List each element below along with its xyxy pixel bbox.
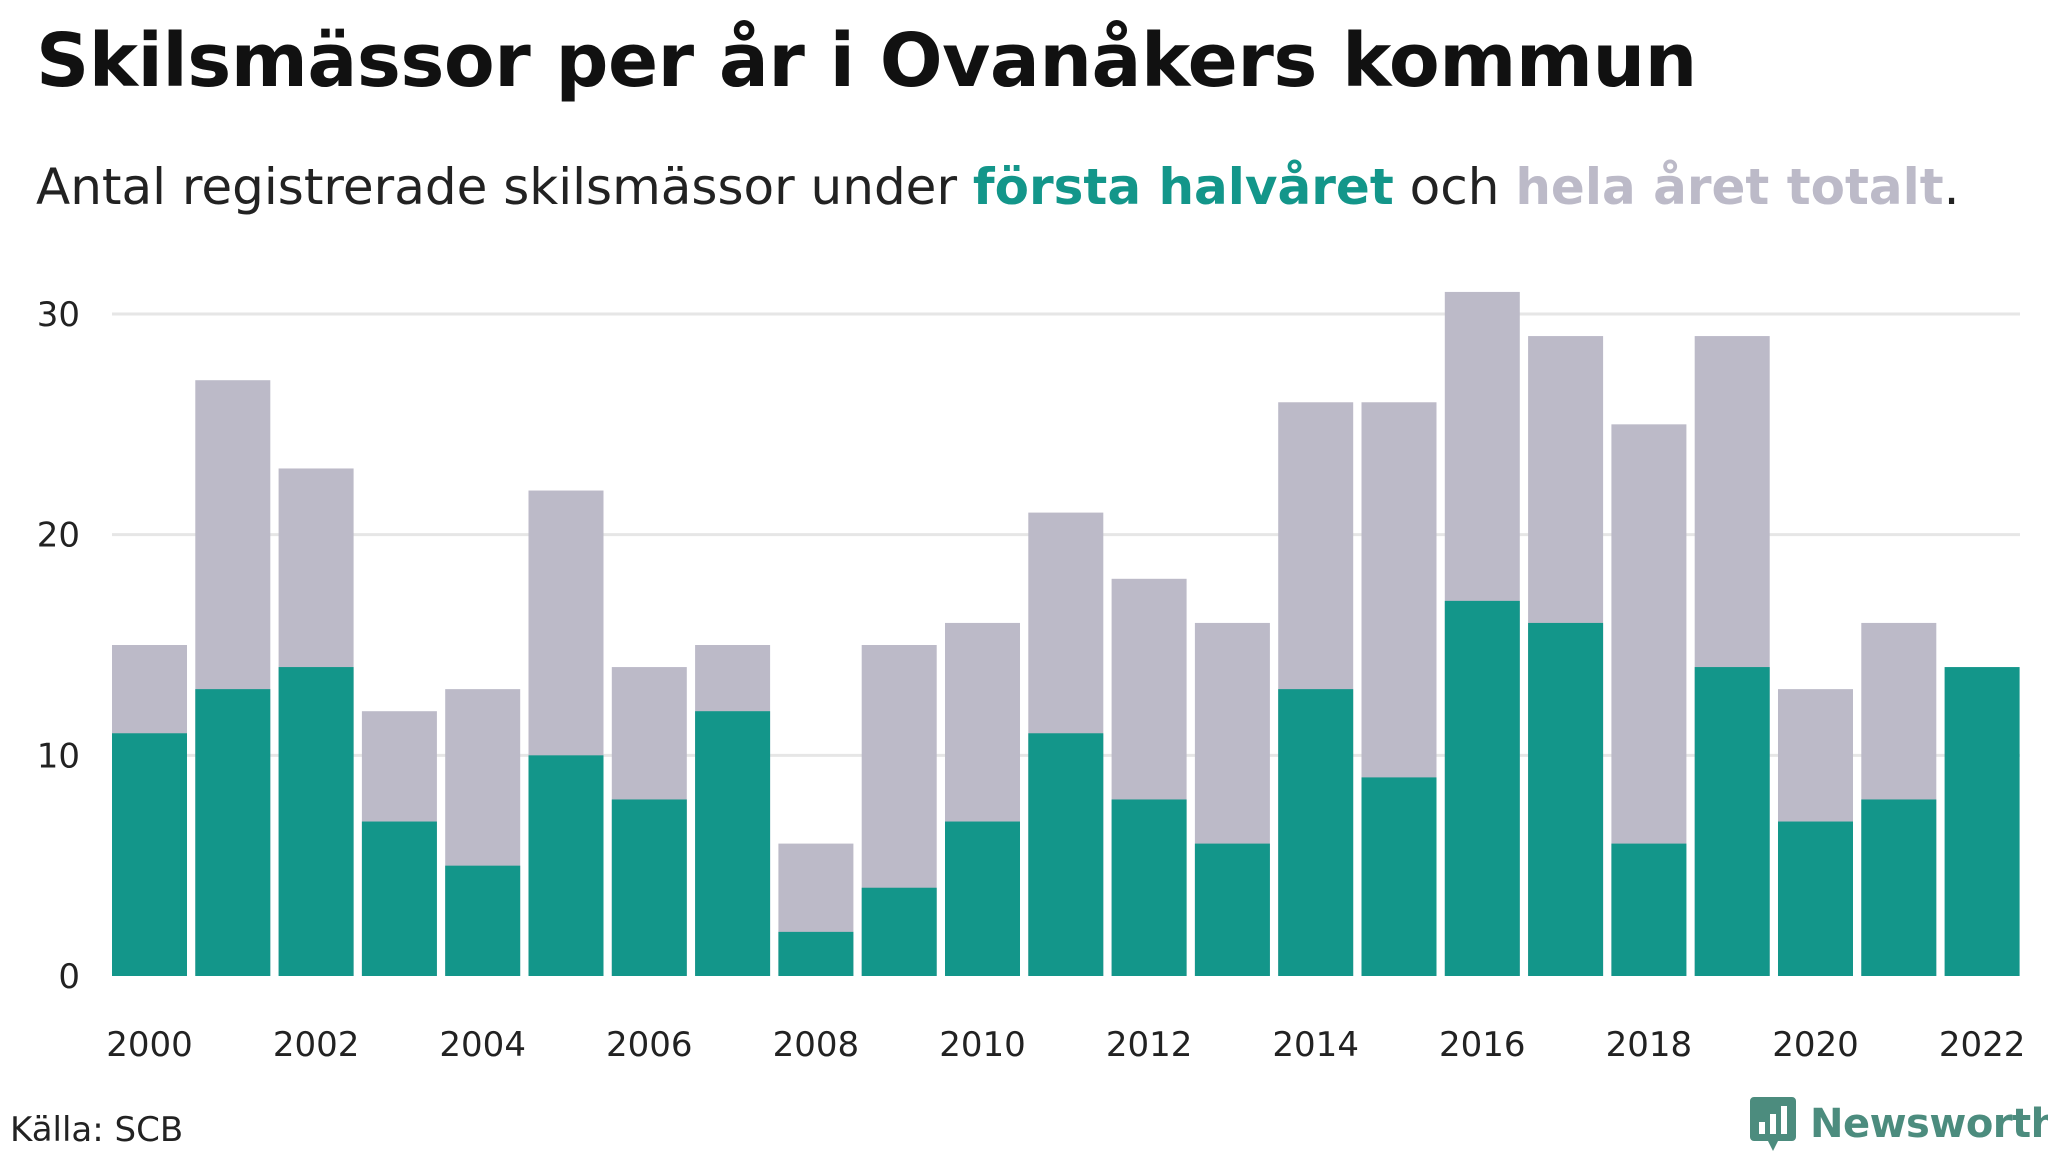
- y-tick-label: 10: [37, 736, 80, 776]
- x-axis-ticks: 2000 2002 2004 2006 2008 2010 2012 2014 2016 2018…: [106, 1025, 2025, 1065]
- bar-first-half-2001: [195, 689, 271, 976]
- y-tick-label: 0: [58, 957, 80, 997]
- bar-first-half-2009: [861, 887, 937, 976]
- bar-first-half-2018: [1611, 843, 1687, 976]
- x-tick-label: 2022: [1939, 1025, 2026, 1065]
- bar-first-half-2002: [278, 667, 354, 976]
- bar-first-half-2019: [1694, 667, 1770, 976]
- bar-first-half-2007: [695, 711, 771, 976]
- x-tick-label: 2020: [1772, 1025, 1859, 1065]
- bar-first-half-2014: [1278, 689, 1354, 976]
- subtitle-highlight-full-year: hela året totalt: [1515, 158, 1944, 216]
- brand-logo: Newsworthy: [1748, 1095, 2048, 1153]
- x-tick-label: 2012: [1106, 1025, 1193, 1065]
- x-tick-label: 2006: [606, 1025, 693, 1065]
- source-credit: Källa: SCB: [10, 1110, 184, 1150]
- bar-first-half-2016: [1444, 600, 1520, 976]
- x-tick-label: 2002: [273, 1025, 360, 1065]
- bar-first-half-2021: [1861, 799, 1937, 976]
- bar-first-half-2006: [611, 799, 687, 976]
- x-tick-label: 2014: [1272, 1025, 1359, 1065]
- subtitle-suffix: .: [1943, 158, 1960, 216]
- bar-first-half-2005: [528, 755, 604, 976]
- subtitle-prefix: Antal registrerade skilsmässor under: [36, 158, 973, 216]
- x-tick-label: 2016: [1439, 1025, 1526, 1065]
- subtitle-highlight-first-half: första halvåret: [972, 158, 1394, 216]
- bar-chart: 0 10 20 30 2000 2002 2004 2006 2008 2010 2012 2014…: [37, 291, 2025, 1065]
- y-tick-label: 20: [37, 516, 80, 556]
- bar-first-half-2015: [1361, 777, 1437, 976]
- x-tick-label: 2008: [773, 1025, 860, 1065]
- bar-first-half-2012: [1111, 799, 1187, 976]
- first-half-bars: [112, 600, 2020, 976]
- bar-first-half-2020: [1778, 821, 1853, 976]
- y-tick-label: 30: [37, 295, 80, 335]
- bar-first-half-2003: [361, 821, 437, 976]
- bar-chart-speech-bubble-icon: [1750, 1097, 1796, 1151]
- subtitle-mid: och: [1393, 158, 1516, 216]
- x-tick-label: 2010: [939, 1025, 1026, 1065]
- brand-name: Newsworthy: [1810, 1101, 2048, 1147]
- y-axis-ticks: 0 10 20 30: [37, 295, 80, 997]
- bar-first-half-2000: [112, 733, 187, 976]
- x-tick-label: 2018: [1606, 1025, 1693, 1065]
- bar-first-half-2010: [945, 821, 1020, 976]
- bar-first-half-2011: [1028, 733, 1104, 976]
- bar-first-half-2022: [1944, 667, 2020, 976]
- chart-subtitle: Antal registrerade skilsmässor under för…: [36, 158, 1960, 216]
- bar-first-half-2017: [1528, 622, 1604, 976]
- x-tick-label: 2000: [106, 1025, 193, 1065]
- x-tick-label: 2004: [439, 1025, 526, 1065]
- chart-title: Skilsmässor per år i Ovanåkers kommun: [36, 18, 1697, 104]
- bar-first-half-2008: [778, 931, 854, 976]
- bar-first-half-2013: [1194, 843, 1270, 976]
- bar-first-half-2004: [445, 865, 521, 976]
